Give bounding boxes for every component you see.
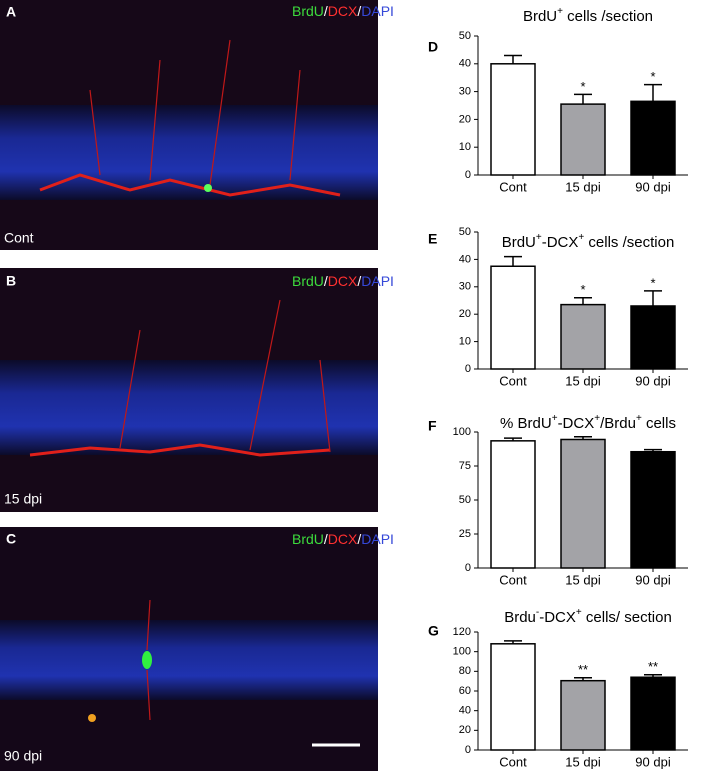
x-tick-label: 90 dpi (635, 572, 671, 587)
x-tick-label: 90 dpi (635, 754, 671, 769)
title-part: cells /section (584, 234, 674, 251)
x-tick-label: 90 dpi (635, 179, 671, 194)
panel-letter: E (428, 231, 437, 247)
y-tick-label: 30 (459, 86, 471, 98)
y-tick-label: 100 (453, 646, 471, 658)
title-part: - (536, 607, 539, 618)
y-tick-label: 50 (459, 30, 471, 42)
significance: * (580, 79, 585, 94)
y-tick-label: 20 (459, 113, 471, 125)
y-tick-label: 0 (465, 363, 471, 375)
bar (490, 643, 536, 751)
y-tick-label: 40 (459, 253, 471, 265)
bar (560, 103, 606, 176)
bar (630, 100, 676, 176)
chart-title: BrdU+​-DCX+​ cells /section (502, 232, 675, 251)
significance: * (580, 282, 585, 297)
y-tick-label: 0 (465, 562, 471, 574)
chart-title: BrdU+​ cells /section (523, 6, 653, 25)
y-tick-label: 60 (459, 685, 471, 697)
y-tick-label: 40 (459, 58, 471, 70)
bar-chart: G Brdu-​-DCX+​ cells/ section 0 20 40 60 80 100… (428, 607, 688, 769)
x-tick-label: Cont (499, 572, 527, 587)
title-part: Brdu (504, 609, 536, 626)
y-tick-label: 50 (459, 494, 471, 506)
y-tick-label: 100 (453, 426, 471, 438)
title-part: + (636, 413, 642, 424)
y-tick-label: 120 (453, 626, 471, 638)
stain-legend: BrdU/DCX/DAPI (292, 531, 394, 547)
panel-letter: A (6, 4, 16, 20)
y-tick-label: 30 (459, 281, 471, 293)
significance: ** (578, 662, 588, 677)
chart-title: Brdu-​-DCX+​ cells/ section (504, 607, 672, 626)
micrograph-a: A BrdU/DCX/DAPI Cont (0, 0, 394, 250)
title-part: + (594, 413, 600, 424)
y-tick-label: 20 (459, 724, 471, 736)
stain-legend: BrdU/DCX/DAPI (292, 273, 394, 289)
bar (630, 305, 676, 370)
bar-chart: D BrdU+​ cells /section 0 10 20 30 40 50 Cont 15 … (428, 6, 688, 194)
x-tick-label: Cont (499, 179, 527, 194)
micrograph-c: C BrdU/DCX/DAPI 90 dpi (0, 527, 394, 771)
y-tick-label: 75 (459, 460, 471, 472)
title-part: BrdU (523, 8, 557, 25)
title-part: cells (642, 415, 676, 432)
x-tick-label: 90 dpi (635, 373, 671, 388)
y-tick-label: 10 (459, 336, 471, 348)
panel-label: Cont (4, 230, 34, 246)
y-tick-label: 40 (459, 705, 471, 717)
title-part: BrdU (502, 234, 536, 251)
title-part: % BrdU (500, 415, 552, 432)
bar-chart: E BrdU+​-DCX+​ cells /section 0 10 20 30 40 50 C… (428, 226, 688, 388)
panel-letter: C (6, 531, 16, 547)
bar (490, 63, 536, 176)
title-part: -DCX (558, 415, 595, 432)
title-part: + (552, 413, 558, 424)
y-tick-label: 25 (459, 528, 471, 540)
bar-chart: F % BrdU+​-DCX+​/Brdu+​ cells 0 25 50 75 100 Co… (428, 413, 688, 587)
stain-legend: BrdU/DCX/DAPI (292, 3, 394, 19)
x-tick-label: Cont (499, 373, 527, 388)
significance: * (650, 69, 655, 84)
title-part: + (578, 232, 584, 243)
title-part: + (536, 232, 542, 243)
bar (630, 450, 676, 569)
title-part: -DCX (539, 609, 576, 626)
x-tick-label: 15 dpi (565, 179, 601, 194)
panel-letter: D (428, 39, 438, 55)
panel-label: 15 dpi (4, 491, 42, 507)
y-tick-label: 50 (459, 226, 471, 238)
significance: * (650, 275, 655, 290)
bar (560, 303, 606, 370)
x-tick-label: 15 dpi (565, 572, 601, 587)
y-tick-label: 0 (465, 744, 471, 756)
x-tick-label: 15 dpi (565, 373, 601, 388)
title-part: -DCX (542, 234, 579, 251)
x-tick-label: Cont (499, 754, 527, 769)
panel-letter: B (6, 273, 16, 289)
bar (630, 676, 676, 751)
y-tick-label: 10 (459, 141, 471, 153)
title-part: cells /section (563, 8, 653, 25)
y-tick-label: 20 (459, 308, 471, 320)
title-part: + (576, 607, 582, 618)
significance: ** (648, 659, 658, 674)
panel-letter: G (428, 623, 439, 639)
title-part: /Brdu (600, 415, 636, 432)
bar (490, 265, 536, 370)
title-part: cells/ section (582, 609, 672, 626)
y-tick-label: 80 (459, 665, 471, 677)
bar (560, 679, 606, 751)
x-tick-label: 15 dpi (565, 754, 601, 769)
micrograph-b: B BrdU/DCX/DAPI 15 dpi (0, 268, 394, 512)
panel-label: 90 dpi (4, 748, 42, 764)
bar (490, 440, 536, 569)
chart-title: % BrdU+​-DCX+​/Brdu+​ cells (500, 413, 676, 432)
panel-letter: F (428, 418, 437, 434)
y-tick-label: 0 (465, 169, 471, 181)
bar (560, 438, 606, 569)
title-part: + (557, 6, 563, 17)
